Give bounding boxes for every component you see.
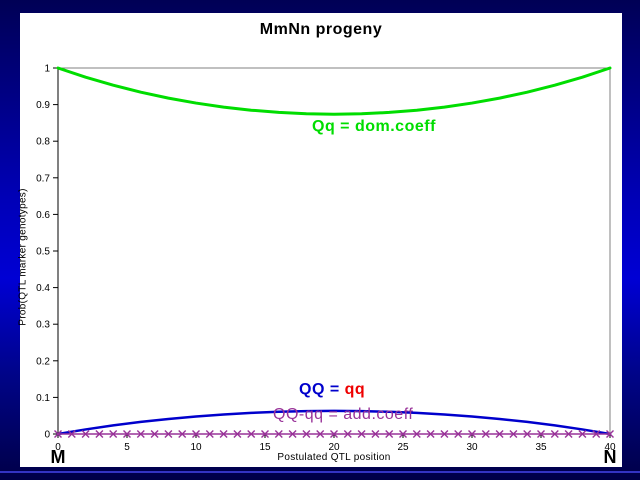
bottom-accent-line xyxy=(0,471,640,473)
svg-text:40: 40 xyxy=(604,442,616,453)
series-label-qq-red-part: qq xyxy=(344,381,366,398)
svg-text:35: 35 xyxy=(535,442,547,453)
y-axis-title: Prob(QTL marker genotypes) xyxy=(17,188,29,326)
svg-text:5: 5 xyxy=(124,442,130,453)
series-label-qq-blue-part: QQ = xyxy=(299,381,345,398)
series-label-add-coeff: QQ-qq = add.coeff xyxy=(273,406,414,423)
svg-text:0.5: 0.5 xyxy=(36,247,50,258)
svg-text:0.3: 0.3 xyxy=(36,320,50,331)
chart-title: MmNn progeny xyxy=(259,21,383,38)
svg-text:15: 15 xyxy=(259,442,271,453)
svg-text:0: 0 xyxy=(55,442,61,453)
svg-text:0.1: 0.1 xyxy=(36,393,50,404)
svg-text:10: 10 xyxy=(190,442,202,453)
svg-text:0.8: 0.8 xyxy=(36,137,50,148)
svg-text:30: 30 xyxy=(466,442,478,453)
svg-text:0.2: 0.2 xyxy=(36,356,50,367)
svg-text:0.4: 0.4 xyxy=(36,283,50,294)
x-axis-title: Postulated QTL position xyxy=(277,452,391,463)
series-label-qq-equals-qq: QQ = qq xyxy=(299,381,365,399)
chart-panel xyxy=(20,13,622,467)
svg-text:1: 1 xyxy=(44,64,50,75)
svg-text:25: 25 xyxy=(397,442,409,453)
svg-text:0: 0 xyxy=(44,430,50,441)
svg-text:0.7: 0.7 xyxy=(36,173,50,184)
svg-text:0.9: 0.9 xyxy=(36,100,50,111)
left-marker-label: M xyxy=(50,447,66,467)
series-label-dom-coeff: Qq = dom.coeff xyxy=(312,118,436,135)
svg-text:20: 20 xyxy=(328,442,340,453)
svg-text:0.6: 0.6 xyxy=(36,210,50,221)
right-marker-label: N xyxy=(603,447,617,467)
